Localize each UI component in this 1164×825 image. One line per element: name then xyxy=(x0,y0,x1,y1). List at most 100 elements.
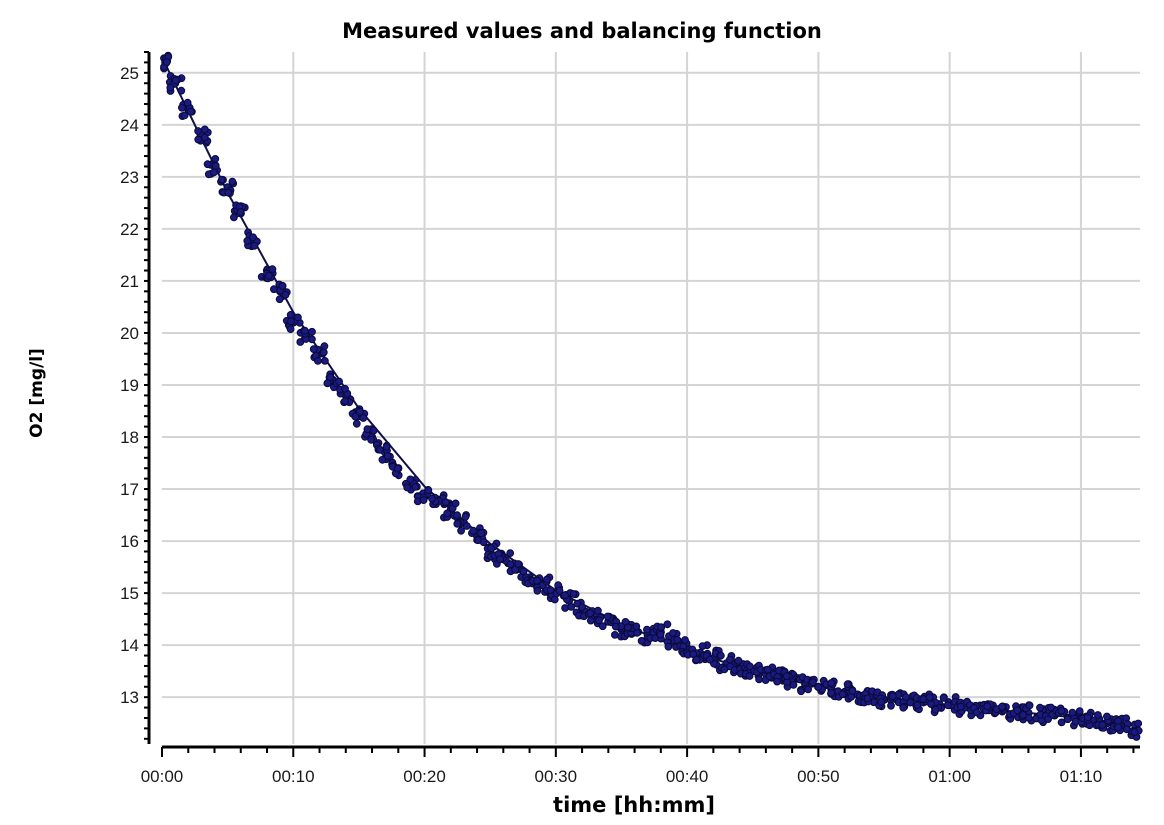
data-point-sample xyxy=(755,675,763,684)
data-point-sample xyxy=(555,586,564,595)
data-point-sample xyxy=(931,705,940,714)
y-tick-label: 13 xyxy=(120,688,139,707)
data-point-sample xyxy=(594,606,602,615)
data-point-sample xyxy=(887,701,895,710)
data-point-sample xyxy=(611,631,619,639)
data-point-sample xyxy=(308,327,316,336)
data-point-sample xyxy=(278,282,287,290)
data-point-sample xyxy=(309,345,318,354)
data-point-sample xyxy=(186,107,195,116)
x-tick-label: 00:50 xyxy=(797,767,840,786)
data-point-sample xyxy=(367,435,376,444)
data-point-sample xyxy=(863,694,872,703)
data-point-sample xyxy=(1114,717,1122,725)
data-point-sample xyxy=(477,529,486,538)
data-point-sample xyxy=(1036,703,1044,712)
data-point-sample xyxy=(809,678,817,686)
data-point-sample xyxy=(586,609,595,618)
grid xyxy=(162,52,1140,744)
data-point-sample xyxy=(1044,715,1052,723)
data-point-sample xyxy=(200,125,209,134)
data-point-sample xyxy=(166,83,175,92)
data-point-sample xyxy=(514,560,523,568)
y-tick-label: 21 xyxy=(120,272,139,291)
data-point-sample xyxy=(451,499,460,508)
data-point-sample xyxy=(341,397,350,406)
y-tick-label: 15 xyxy=(120,584,139,603)
data-point-sample xyxy=(319,348,328,357)
data-point-sample xyxy=(487,544,495,553)
x-tick-label: 00:20 xyxy=(403,767,446,786)
data-point-sample xyxy=(335,377,344,386)
data-point-sample xyxy=(681,636,689,644)
data-point-sample xyxy=(1083,713,1092,722)
data-point-sample xyxy=(919,695,928,703)
data-point-sample xyxy=(363,425,372,434)
data-point-sample xyxy=(726,655,734,664)
data-point-sample xyxy=(561,591,569,600)
data-point-sample xyxy=(250,241,259,250)
data-point-sample xyxy=(369,426,378,435)
data-point-sample xyxy=(603,612,612,621)
y-tick-label: 14 xyxy=(120,636,139,655)
x-tick-label: 00:40 xyxy=(666,767,709,786)
x-tick-label: 00:10 xyxy=(272,767,315,786)
data-point-sample xyxy=(326,373,335,382)
data-point-sample xyxy=(664,642,673,651)
data-point-sample xyxy=(720,665,729,674)
data-point-sample xyxy=(1063,715,1072,724)
data-point-sample xyxy=(925,693,934,702)
y-tick-label: 17 xyxy=(120,480,139,499)
data-point-sample xyxy=(632,622,641,631)
data-point-sample xyxy=(1068,708,1077,717)
data-point-sample xyxy=(773,677,781,686)
data-point-sample xyxy=(457,526,466,535)
data-point-sample xyxy=(453,511,462,520)
data-point-sample xyxy=(1114,723,1122,732)
data-point-sample xyxy=(848,687,857,695)
data-point-sample xyxy=(983,702,992,711)
data-point-sample xyxy=(533,576,541,585)
data-point-sample xyxy=(827,679,836,687)
x-tick-label: 00:30 xyxy=(535,767,578,786)
data-point-sample xyxy=(543,575,551,584)
data-point-sample xyxy=(763,665,772,674)
data-point-sample xyxy=(265,271,273,280)
data-point-sample xyxy=(567,603,576,611)
data-point-sample xyxy=(359,414,368,422)
axes xyxy=(144,51,1140,757)
data-point-sample xyxy=(194,135,203,144)
data-point-sample xyxy=(533,586,542,595)
x-axis-label: time [hh:mm] xyxy=(553,793,715,817)
data-point-sample xyxy=(595,616,603,625)
measured-values xyxy=(160,51,1143,741)
data-point-sample xyxy=(1075,707,1084,715)
data-point-sample xyxy=(383,452,392,460)
data-point-sample xyxy=(211,162,220,170)
data-point-sample xyxy=(236,208,245,216)
data-point-sample xyxy=(717,651,725,660)
data-point-sample xyxy=(546,586,555,594)
y-tick-label: 22 xyxy=(120,220,139,239)
data-point-sample xyxy=(998,702,1006,711)
data-point-sample xyxy=(888,692,897,701)
data-point-sample xyxy=(692,655,701,664)
y-tick-label: 20 xyxy=(120,324,139,343)
data-point-sample xyxy=(462,522,471,530)
data-point-sample xyxy=(203,160,212,169)
data-point-sample xyxy=(382,443,391,451)
data-point-sample xyxy=(656,630,665,639)
data-point-sample xyxy=(814,683,823,691)
data-point-sample xyxy=(1047,703,1055,712)
data-point-sample xyxy=(194,127,203,135)
balancing-function-line xyxy=(161,56,1134,726)
data-point-sample xyxy=(210,168,218,177)
data-point-sample xyxy=(406,475,415,484)
data-point-sample xyxy=(913,701,922,709)
y-axis-label: O2 [mg/l] xyxy=(27,348,47,438)
data-point-sample xyxy=(217,175,226,184)
data-point-sample xyxy=(341,384,349,393)
data-point-sample xyxy=(586,616,595,625)
data-point-sample xyxy=(321,357,329,365)
data-point-sample xyxy=(506,549,515,557)
